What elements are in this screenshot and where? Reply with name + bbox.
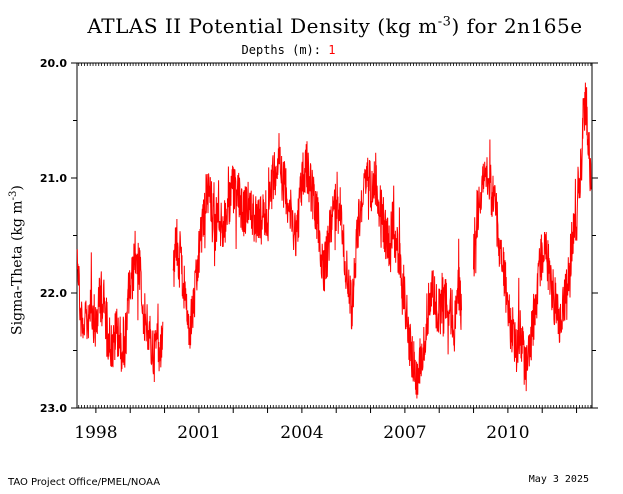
depths-subtitle: Depths (m): 1 xyxy=(241,43,336,57)
x-axis: 1998 2001 2004 2007 2010 xyxy=(74,423,529,443)
series-line xyxy=(76,230,164,383)
x-tick-label: 1998 xyxy=(74,423,117,443)
series-line xyxy=(473,82,592,392)
y-tick-label: 21.0 xyxy=(40,172,67,185)
x-tick-label: 2004 xyxy=(280,423,323,443)
x-tick-label: 2007 xyxy=(383,423,426,443)
x-tick-label: 2010 xyxy=(486,423,529,443)
chart-title: ATLAS II Potential Density (kg m-3) for … xyxy=(87,14,583,38)
y-tick-label: 22.0 xyxy=(40,287,67,300)
footer-date: May 3 2025 xyxy=(528,474,589,485)
minor-ticks xyxy=(78,63,592,413)
series-line xyxy=(172,133,462,399)
y-tick-label: 20.0 xyxy=(40,57,67,70)
data-series xyxy=(76,82,592,399)
depths-value: 1 xyxy=(328,43,336,57)
footer-credit: TAO Project Office/PMEL/NOAA xyxy=(8,477,161,488)
y-axis: 20.0 21.0 22.0 23.0 xyxy=(40,57,598,415)
y-tick-label: 23.0 xyxy=(40,402,67,415)
x-tick-label: 2001 xyxy=(177,423,220,443)
